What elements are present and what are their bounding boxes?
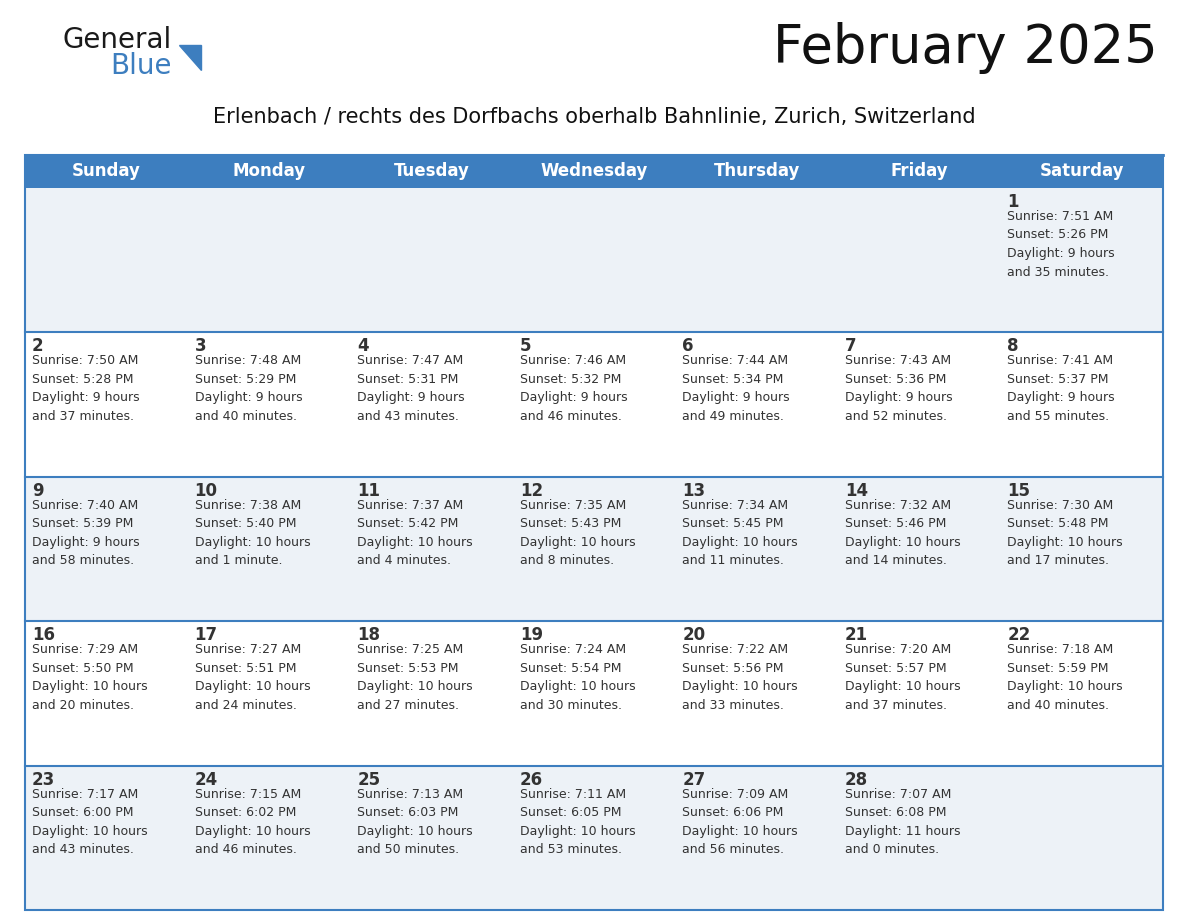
Text: Sunrise: 7:25 AM
Sunset: 5:53 PM
Daylight: 10 hours
and 27 minutes.: Sunrise: 7:25 AM Sunset: 5:53 PM Dayligh… — [358, 644, 473, 711]
Text: Friday: Friday — [890, 162, 948, 181]
Text: Sunrise: 7:38 AM
Sunset: 5:40 PM
Daylight: 10 hours
and 1 minute.: Sunrise: 7:38 AM Sunset: 5:40 PM Dayligh… — [195, 498, 310, 567]
Text: 25: 25 — [358, 770, 380, 789]
Text: 24: 24 — [195, 770, 217, 789]
Text: February 2025: February 2025 — [773, 22, 1158, 74]
Text: General: General — [62, 26, 171, 54]
Text: 27: 27 — [682, 770, 706, 789]
Bar — [25, 621, 1163, 766]
Text: Sunrise: 7:22 AM
Sunset: 5:56 PM
Daylight: 10 hours
and 33 minutes.: Sunrise: 7:22 AM Sunset: 5:56 PM Dayligh… — [682, 644, 798, 711]
Text: 8: 8 — [1007, 338, 1019, 355]
Text: 2: 2 — [32, 338, 44, 355]
Text: Sunrise: 7:17 AM
Sunset: 6:00 PM
Daylight: 10 hours
and 43 minutes.: Sunrise: 7:17 AM Sunset: 6:00 PM Dayligh… — [32, 788, 147, 856]
Text: Saturday: Saturday — [1040, 162, 1124, 181]
Text: Sunrise: 7:40 AM
Sunset: 5:39 PM
Daylight: 9 hours
and 58 minutes.: Sunrise: 7:40 AM Sunset: 5:39 PM Dayligh… — [32, 498, 140, 567]
Bar — [25, 766, 1163, 910]
Text: 5: 5 — [519, 338, 531, 355]
Text: 22: 22 — [1007, 626, 1031, 644]
Text: Erlenbach / rechts des Dorfbachs oberhalb Bahnlinie, Zurich, Switzerland: Erlenbach / rechts des Dorfbachs oberhal… — [213, 107, 975, 127]
Text: 13: 13 — [682, 482, 706, 499]
Text: Sunrise: 7:44 AM
Sunset: 5:34 PM
Daylight: 9 hours
and 49 minutes.: Sunrise: 7:44 AM Sunset: 5:34 PM Dayligh… — [682, 354, 790, 423]
Bar — [25, 155, 1163, 910]
Text: Tuesday: Tuesday — [393, 162, 469, 181]
Text: Sunrise: 7:35 AM
Sunset: 5:43 PM
Daylight: 10 hours
and 8 minutes.: Sunrise: 7:35 AM Sunset: 5:43 PM Dayligh… — [519, 498, 636, 567]
Text: Sunrise: 7:46 AM
Sunset: 5:32 PM
Daylight: 9 hours
and 46 minutes.: Sunrise: 7:46 AM Sunset: 5:32 PM Dayligh… — [519, 354, 627, 423]
Polygon shape — [179, 45, 201, 70]
Text: 19: 19 — [519, 626, 543, 644]
Text: 14: 14 — [845, 482, 868, 499]
Text: 18: 18 — [358, 626, 380, 644]
Text: Sunrise: 7:11 AM
Sunset: 6:05 PM
Daylight: 10 hours
and 53 minutes.: Sunrise: 7:11 AM Sunset: 6:05 PM Dayligh… — [519, 788, 636, 856]
Bar — [25, 155, 1163, 188]
Bar — [25, 332, 1163, 476]
Text: Sunrise: 7:47 AM
Sunset: 5:31 PM
Daylight: 9 hours
and 43 minutes.: Sunrise: 7:47 AM Sunset: 5:31 PM Dayligh… — [358, 354, 465, 423]
Text: Sunrise: 7:43 AM
Sunset: 5:36 PM
Daylight: 9 hours
and 52 minutes.: Sunrise: 7:43 AM Sunset: 5:36 PM Dayligh… — [845, 354, 953, 423]
Text: Sunrise: 7:51 AM
Sunset: 5:26 PM
Daylight: 9 hours
and 35 minutes.: Sunrise: 7:51 AM Sunset: 5:26 PM Dayligh… — [1007, 210, 1116, 278]
Text: Sunrise: 7:27 AM
Sunset: 5:51 PM
Daylight: 10 hours
and 24 minutes.: Sunrise: 7:27 AM Sunset: 5:51 PM Dayligh… — [195, 644, 310, 711]
Text: 3: 3 — [195, 338, 207, 355]
Text: Sunrise: 7:07 AM
Sunset: 6:08 PM
Daylight: 11 hours
and 0 minutes.: Sunrise: 7:07 AM Sunset: 6:08 PM Dayligh… — [845, 788, 960, 856]
Text: Sunrise: 7:41 AM
Sunset: 5:37 PM
Daylight: 9 hours
and 55 minutes.: Sunrise: 7:41 AM Sunset: 5:37 PM Dayligh… — [1007, 354, 1116, 423]
Text: Wednesday: Wednesday — [541, 162, 647, 181]
Text: Sunrise: 7:30 AM
Sunset: 5:48 PM
Daylight: 10 hours
and 17 minutes.: Sunrise: 7:30 AM Sunset: 5:48 PM Dayligh… — [1007, 498, 1123, 567]
Text: Sunrise: 7:37 AM
Sunset: 5:42 PM
Daylight: 10 hours
and 4 minutes.: Sunrise: 7:37 AM Sunset: 5:42 PM Dayligh… — [358, 498, 473, 567]
Text: Sunrise: 7:29 AM
Sunset: 5:50 PM
Daylight: 10 hours
and 20 minutes.: Sunrise: 7:29 AM Sunset: 5:50 PM Dayligh… — [32, 644, 147, 711]
Text: 12: 12 — [519, 482, 543, 499]
Text: 1: 1 — [1007, 193, 1019, 211]
Text: 23: 23 — [32, 770, 56, 789]
Text: 17: 17 — [195, 626, 217, 644]
Text: 28: 28 — [845, 770, 868, 789]
Text: Sunrise: 7:34 AM
Sunset: 5:45 PM
Daylight: 10 hours
and 11 minutes.: Sunrise: 7:34 AM Sunset: 5:45 PM Dayligh… — [682, 498, 798, 567]
Text: 20: 20 — [682, 626, 706, 644]
Text: 9: 9 — [32, 482, 44, 499]
Text: Sunrise: 7:09 AM
Sunset: 6:06 PM
Daylight: 10 hours
and 56 minutes.: Sunrise: 7:09 AM Sunset: 6:06 PM Dayligh… — [682, 788, 798, 856]
Text: 21: 21 — [845, 626, 868, 644]
Text: 11: 11 — [358, 482, 380, 499]
Text: Sunrise: 7:48 AM
Sunset: 5:29 PM
Daylight: 9 hours
and 40 minutes.: Sunrise: 7:48 AM Sunset: 5:29 PM Dayligh… — [195, 354, 302, 423]
Bar — [25, 188, 1163, 332]
Text: Monday: Monday — [233, 162, 305, 181]
Text: Blue: Blue — [110, 52, 171, 80]
Text: 4: 4 — [358, 338, 368, 355]
Text: Sunrise: 7:20 AM
Sunset: 5:57 PM
Daylight: 10 hours
and 37 minutes.: Sunrise: 7:20 AM Sunset: 5:57 PM Dayligh… — [845, 644, 960, 711]
Text: 10: 10 — [195, 482, 217, 499]
Text: Sunrise: 7:24 AM
Sunset: 5:54 PM
Daylight: 10 hours
and 30 minutes.: Sunrise: 7:24 AM Sunset: 5:54 PM Dayligh… — [519, 644, 636, 711]
Text: Thursday: Thursday — [713, 162, 800, 181]
Text: 6: 6 — [682, 338, 694, 355]
Text: Sunday: Sunday — [71, 162, 140, 181]
Text: Sunrise: 7:50 AM
Sunset: 5:28 PM
Daylight: 9 hours
and 37 minutes.: Sunrise: 7:50 AM Sunset: 5:28 PM Dayligh… — [32, 354, 140, 423]
Text: 7: 7 — [845, 338, 857, 355]
Text: Sunrise: 7:32 AM
Sunset: 5:46 PM
Daylight: 10 hours
and 14 minutes.: Sunrise: 7:32 AM Sunset: 5:46 PM Dayligh… — [845, 498, 960, 567]
Text: 15: 15 — [1007, 482, 1030, 499]
Text: Sunrise: 7:18 AM
Sunset: 5:59 PM
Daylight: 10 hours
and 40 minutes.: Sunrise: 7:18 AM Sunset: 5:59 PM Dayligh… — [1007, 644, 1123, 711]
Text: Sunrise: 7:15 AM
Sunset: 6:02 PM
Daylight: 10 hours
and 46 minutes.: Sunrise: 7:15 AM Sunset: 6:02 PM Dayligh… — [195, 788, 310, 856]
Bar — [25, 476, 1163, 621]
Text: 16: 16 — [32, 626, 55, 644]
Text: 26: 26 — [519, 770, 543, 789]
Text: Sunrise: 7:13 AM
Sunset: 6:03 PM
Daylight: 10 hours
and 50 minutes.: Sunrise: 7:13 AM Sunset: 6:03 PM Dayligh… — [358, 788, 473, 856]
